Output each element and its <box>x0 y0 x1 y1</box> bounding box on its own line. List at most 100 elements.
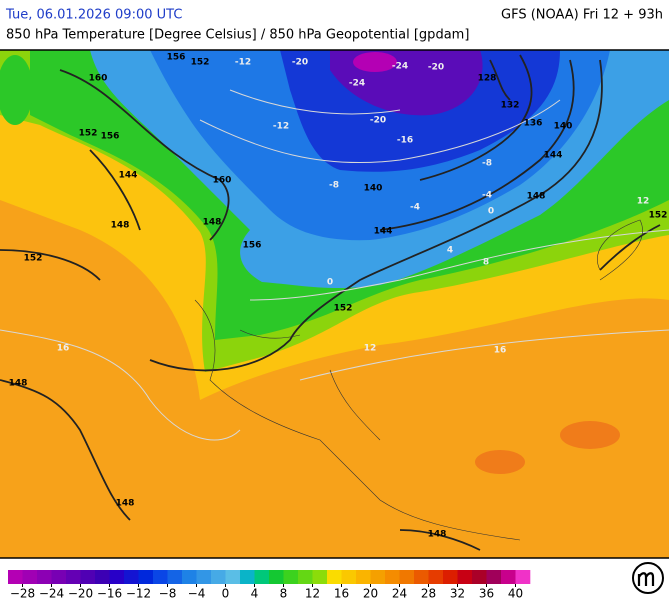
colorbar-label: 16 <box>334 587 349 601</box>
colorbar-label: −4 <box>188 587 206 601</box>
colorbar-swatch <box>341 570 357 584</box>
colorbar-swatch <box>428 570 444 584</box>
geopotential-label: 140 <box>554 122 573 132</box>
geopotential-label: 152 <box>649 211 668 221</box>
colorbar-label: 40 <box>508 587 523 601</box>
temperature-label: 4 <box>447 246 453 256</box>
colorbar-swatch <box>22 570 38 584</box>
geopotential-label: 152 <box>334 304 353 314</box>
geopotential-label: 144 <box>374 227 393 237</box>
temperature-label: 0 <box>488 207 494 217</box>
geopotential-label: 160 <box>89 74 108 84</box>
geopotential-label: 152 <box>79 129 98 139</box>
temperature-label: 8 <box>483 258 489 268</box>
colorbar-swatch <box>399 570 415 584</box>
temperature-label: -24 <box>349 79 365 89</box>
geopotential-label: 128 <box>478 74 497 84</box>
temperature-label: 12 <box>364 344 377 354</box>
datetime: Tue, 06.01.2026 09:00 UTC <box>5 8 182 23</box>
colorbar-swatch <box>240 570 255 584</box>
colorbar-swatch <box>370 570 386 584</box>
geopotential-label: 148 <box>116 499 135 509</box>
temperature-label: 16 <box>57 344 70 354</box>
colorbar-label: 28 <box>421 587 436 601</box>
geopotential-label: 160 <box>213 176 232 186</box>
geopotential-label: 148 <box>428 530 447 540</box>
colorbar-swatch <box>515 570 531 584</box>
temperature-label: -8 <box>482 159 492 169</box>
colorbar-swatch <box>124 570 139 584</box>
colorbar-swatch <box>138 570 154 584</box>
colorbar-swatch <box>95 570 110 584</box>
colorbar-swatch <box>472 570 487 584</box>
colorbar-swatch <box>254 570 270 584</box>
colorbar-swatch <box>414 570 429 584</box>
colorbar-label: 12 <box>305 587 320 601</box>
colorbar-label: 20 <box>363 587 378 601</box>
colorbar-label: 4 <box>251 587 259 601</box>
geopotential-label: 148 <box>111 221 130 231</box>
geopotential-label: 148 <box>527 192 546 202</box>
temperature-label: 12 <box>637 197 650 207</box>
temperature-label: -12 <box>235 58 251 68</box>
model-run: GFS (NOAA) Fri 12 + 93h <box>501 8 663 23</box>
geopotential-label: 152 <box>191 58 210 68</box>
geopotential-label: 132 <box>501 101 520 111</box>
colorbar-label: 0 <box>222 587 230 601</box>
colorbar-swatch <box>167 570 183 584</box>
subtitle: 850 hPa Temperature [Degree Celsius] / 8… <box>6 28 469 43</box>
geopotential-label: 144 <box>119 171 138 181</box>
geopotential-label: 152 <box>24 254 43 264</box>
colorbar-swatch <box>196 570 212 584</box>
colorbar-swatch <box>37 570 52 584</box>
colorbar-label: 24 <box>392 587 407 601</box>
colorbar-swatch <box>66 570 81 584</box>
geopotential-label: 156 <box>243 241 262 251</box>
colorbar-label: −8 <box>159 587 177 601</box>
colorbar-swatch <box>225 570 241 584</box>
colorbar-swatch <box>385 570 400 584</box>
temperature-label: -4 <box>410 203 420 213</box>
geopotential-label: 148 <box>203 218 222 228</box>
colorbar-swatch <box>8 570 23 584</box>
logo <box>632 562 664 594</box>
colorbar-label: 36 <box>479 587 494 601</box>
colorbar-swatch <box>182 570 197 584</box>
geopotential-label: 148 <box>9 379 28 389</box>
colorbar-label: −24 <box>39 587 64 601</box>
temperature-label: -12 <box>273 122 289 132</box>
colorbar-swatch <box>327 570 342 584</box>
colorbar-swatch <box>153 570 168 584</box>
geopotential-label: 136 <box>524 119 543 129</box>
colorbar-swatch <box>312 570 328 584</box>
temperature-label: -20 <box>428 63 444 73</box>
colorbar: −28 −24 −20 −16 −12 −8 −4 0 4 8 12 16 20 24 28 32 36 40 <box>8 570 531 601</box>
temperature-label: -20 <box>292 58 308 68</box>
temperature-label: -24 <box>392 62 408 72</box>
colorbar-swatch <box>298 570 313 584</box>
geopotential-label: 156 <box>101 132 120 142</box>
colorbar-label: −28 <box>10 587 35 601</box>
geopotential-label: 144 <box>544 151 563 161</box>
colorbar-label: −16 <box>97 587 122 601</box>
colorbar-swatch <box>486 570 502 584</box>
colorbar-swatch <box>269 570 284 584</box>
temperature-label: 16 <box>494 346 507 356</box>
colorbar-swatch <box>501 570 516 584</box>
temperature-label: 0 <box>327 278 333 288</box>
temperature-label: -4 <box>482 191 492 201</box>
colorbar-label: −20 <box>68 587 93 601</box>
colorbar-swatch <box>443 570 458 584</box>
temperature-label: -20 <box>370 116 386 126</box>
colorbar-swatch <box>109 570 125 584</box>
colorbar-swatch <box>283 570 299 584</box>
colorbar-swatch <box>211 570 226 584</box>
geopotential-label: 156 <box>167 53 186 63</box>
colorbar-swatch <box>457 570 473 584</box>
colorbar-label: 32 <box>450 587 465 601</box>
temperature-label: -16 <box>397 136 413 146</box>
colorbar-swatch <box>51 570 67 584</box>
colorbar-label: 8 <box>280 587 288 601</box>
